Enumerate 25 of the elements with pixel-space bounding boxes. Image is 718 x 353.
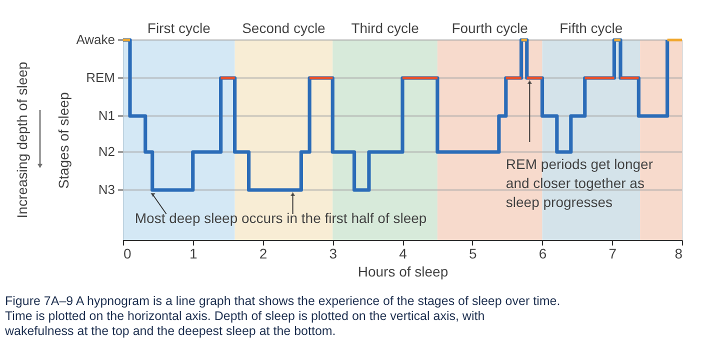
x-tick-label: 7 bbox=[608, 246, 617, 262]
band-label: Second cycle bbox=[242, 20, 326, 36]
band-label: Third cycle bbox=[351, 20, 420, 36]
annotation: REM bbox=[86, 70, 115, 85]
annotation: REM periods get longer and closer together as sleep progresses bbox=[506, 156, 654, 210]
x-tick-label: 5 bbox=[468, 246, 477, 262]
x-tick-label: 8 bbox=[674, 246, 683, 262]
x-tick-label: 0 bbox=[124, 246, 132, 262]
y-axis-title: Stages of sleep bbox=[56, 92, 72, 189]
annotation: N2 bbox=[98, 144, 115, 159]
annotation: N3 bbox=[98, 182, 115, 197]
x-tick-label: 6 bbox=[538, 246, 547, 262]
band-label: Fourth cycle bbox=[452, 20, 528, 36]
text: Increasing depth of sleep bbox=[14, 62, 30, 218]
band-label: Fifth cycle bbox=[560, 20, 623, 36]
caption: Figure 7A–9 A hypnogram is a line graph that shows the experience of the stages of sleep over time. Time is plotted on the horizontal axis. Depth of sleep is plotted on the vertical axis, with wakefulness at the top and the deepest sleep at the bottom. bbox=[4, 294, 560, 338]
annotation: N1 bbox=[98, 108, 115, 123]
annotation: Most deep sleep occurs in the first half of sleep bbox=[134, 210, 427, 226]
x-axis-title: Hours of sleep bbox=[358, 264, 448, 280]
x-tick-label: 2 bbox=[259, 246, 268, 262]
annotation: Awake bbox=[76, 32, 115, 47]
x-tick-label: 4 bbox=[399, 246, 408, 262]
x-tick-label: 1 bbox=[189, 246, 198, 262]
band-label: First cycle bbox=[147, 20, 211, 36]
x-tick-label: 3 bbox=[329, 246, 338, 262]
